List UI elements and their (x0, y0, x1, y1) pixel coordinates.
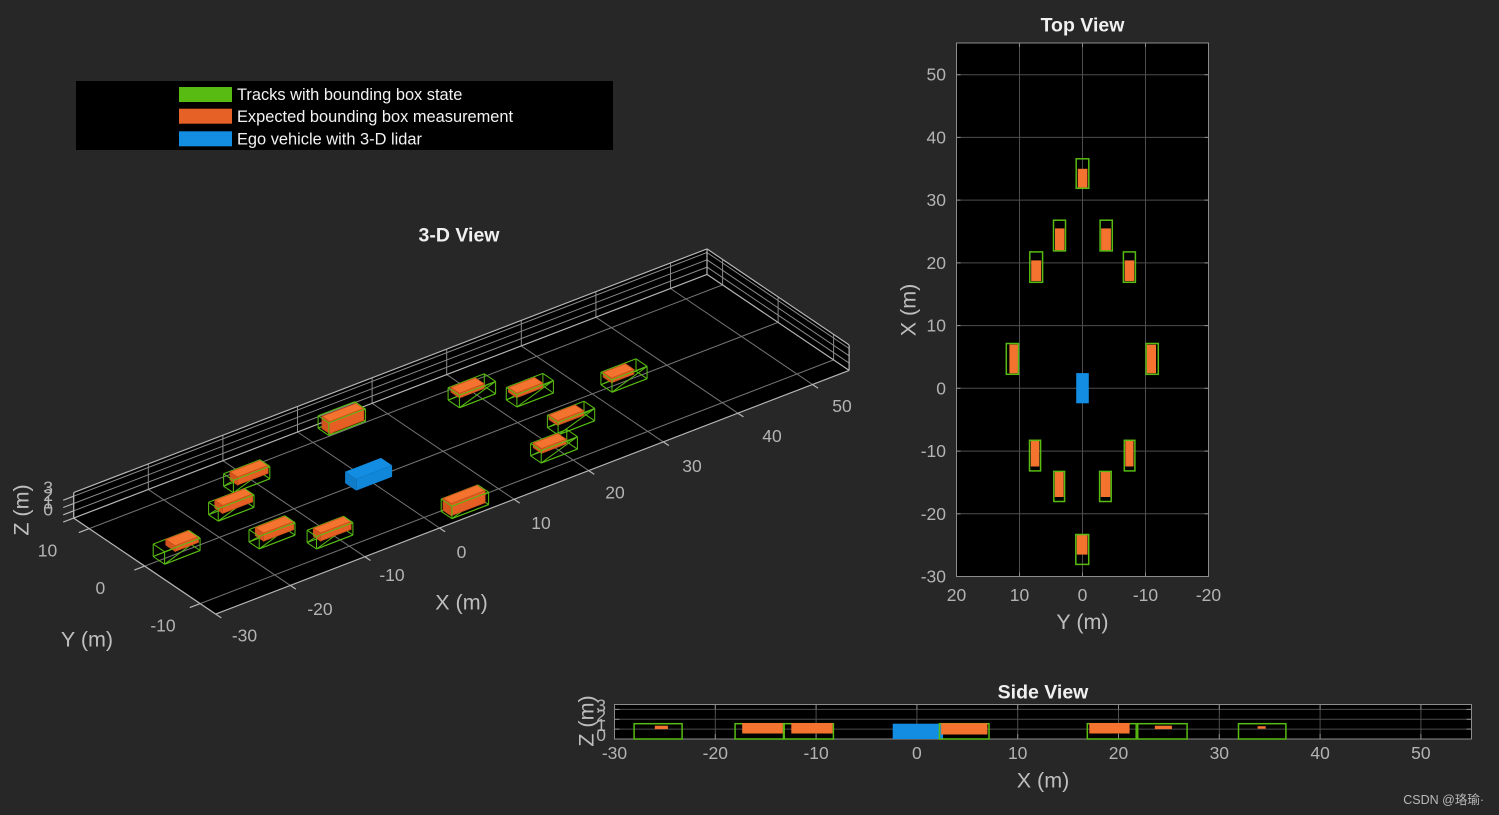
svg-text:20: 20 (947, 585, 967, 605)
svg-text:-30: -30 (921, 567, 947, 587)
svg-text:40: 40 (1310, 743, 1330, 763)
svg-text:1: 1 (43, 492, 53, 512)
svg-text:Top View: Top View (1041, 15, 1126, 37)
svg-text:0: 0 (43, 500, 53, 520)
svg-text:Expected bounding box measurem: Expected bounding box measurement (237, 108, 514, 126)
svg-text:50: 50 (1411, 743, 1431, 763)
svg-text:X (m): X (m) (897, 284, 921, 337)
svg-text:Side View: Side View (998, 682, 1090, 704)
svg-text:50: 50 (832, 396, 852, 416)
svg-text:-10: -10 (1133, 585, 1159, 605)
svg-text:-20: -20 (1196, 585, 1222, 605)
svg-text:20: 20 (1109, 743, 1129, 763)
svg-text:Ego vehicle with 3-D lidar: Ego vehicle with 3-D lidar (237, 130, 422, 148)
svg-text:0: 0 (457, 542, 467, 562)
svg-text:X (m): X (m) (435, 590, 488, 614)
svg-text:CSDN @珞瑜·: CSDN @珞瑜· (1403, 792, 1484, 807)
svg-text:30: 30 (682, 456, 702, 476)
svg-text:-20: -20 (703, 743, 729, 763)
svg-text:2: 2 (43, 485, 53, 505)
svg-text:40: 40 (762, 426, 782, 446)
svg-text:Z (m): Z (m) (575, 695, 599, 746)
svg-text:-20: -20 (307, 599, 333, 619)
svg-text:-30: -30 (602, 743, 628, 763)
svg-text:3: 3 (43, 478, 53, 498)
svg-text:20: 20 (605, 483, 625, 503)
svg-text:0: 0 (936, 378, 946, 398)
svg-text:30: 30 (1210, 743, 1230, 763)
svg-text:Tracks with bounding box state: Tracks with bounding box state (237, 86, 462, 104)
svg-text:-10: -10 (379, 565, 405, 585)
svg-text:10: 10 (1010, 585, 1030, 605)
svg-text:40: 40 (927, 127, 947, 147)
svg-text:0: 0 (912, 743, 922, 763)
svg-text:-10: -10 (150, 616, 176, 636)
svg-text:-30: -30 (232, 626, 258, 646)
svg-text:30: 30 (927, 190, 947, 210)
svg-text:0: 0 (1078, 585, 1088, 605)
svg-text:0: 0 (596, 725, 606, 745)
svg-text:-20: -20 (921, 504, 947, 524)
svg-text:Z (m): Z (m) (10, 484, 34, 535)
svg-text:10: 10 (38, 541, 58, 561)
svg-text:20: 20 (927, 253, 947, 273)
svg-text:10: 10 (1008, 743, 1028, 763)
svg-text:1: 1 (596, 715, 606, 735)
svg-text:10: 10 (531, 513, 551, 533)
svg-text:3-D View: 3-D View (419, 225, 501, 247)
svg-text:X (m): X (m) (1017, 769, 1070, 793)
svg-text:3: 3 (596, 695, 606, 715)
svg-text:0: 0 (96, 578, 106, 598)
svg-text:Y (m): Y (m) (1056, 610, 1108, 634)
svg-text:10: 10 (927, 316, 947, 336)
svg-text:2: 2 (596, 705, 606, 725)
svg-text:50: 50 (927, 65, 947, 85)
svg-text:-10: -10 (921, 441, 947, 461)
svg-text:Y (m): Y (m) (61, 628, 113, 652)
svg-text:-10: -10 (803, 743, 829, 763)
